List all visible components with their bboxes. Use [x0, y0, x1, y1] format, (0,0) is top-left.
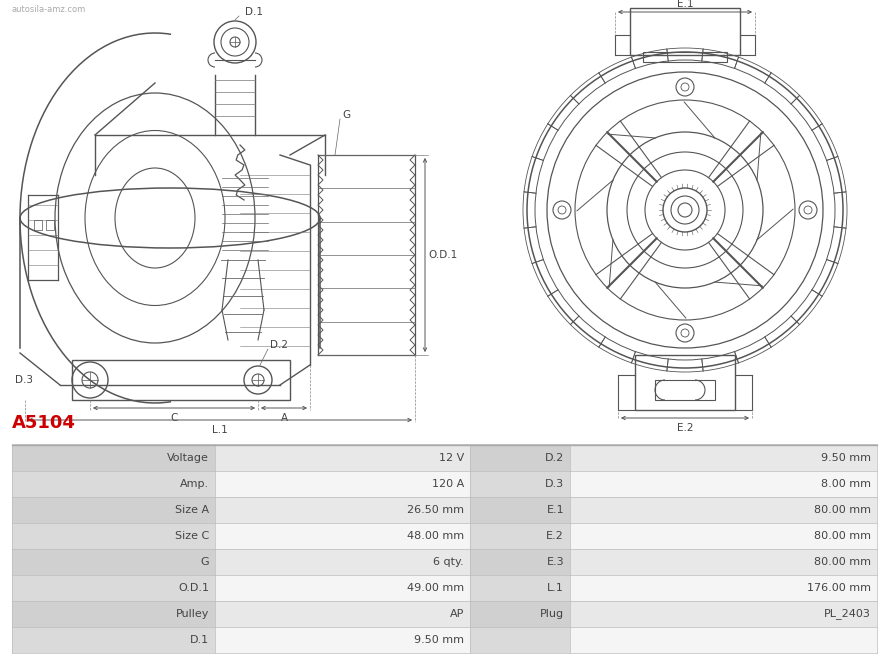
Bar: [570, 549, 877, 575]
Text: 80.00 mm: 80.00 mm: [814, 557, 871, 567]
Bar: [215, 523, 470, 549]
Bar: [215, 601, 470, 627]
Bar: [635, 355, 735, 410]
Bar: [655, 380, 715, 400]
Bar: [215, 471, 470, 497]
Text: 6 qty.: 6 qty.: [433, 557, 464, 567]
Text: Size A: Size A: [175, 505, 209, 515]
Bar: [570, 497, 877, 523]
Text: 176.00 mm: 176.00 mm: [807, 583, 871, 593]
Text: G: G: [200, 557, 209, 567]
Bar: [570, 575, 877, 601]
Text: E.2: E.2: [546, 531, 564, 541]
Text: E.1: E.1: [677, 0, 693, 9]
Text: 80.00 mm: 80.00 mm: [814, 505, 871, 515]
Bar: [12, 627, 215, 653]
Text: C: C: [171, 413, 178, 423]
Bar: [470, 497, 570, 523]
Bar: [72, 360, 290, 400]
Text: 80.00 mm: 80.00 mm: [814, 531, 871, 541]
Bar: [470, 445, 570, 471]
Text: E.3: E.3: [547, 557, 564, 567]
Text: L.1: L.1: [212, 425, 228, 435]
Bar: [12, 575, 215, 601]
Bar: [630, 8, 740, 55]
Bar: [570, 471, 877, 497]
Text: E.1: E.1: [547, 505, 564, 515]
Text: Plug: Plug: [540, 609, 564, 619]
Bar: [570, 601, 877, 627]
Text: 48.00 mm: 48.00 mm: [407, 531, 464, 541]
Bar: [12, 601, 215, 627]
Text: Size C: Size C: [175, 531, 209, 541]
Text: E.2: E.2: [677, 423, 693, 433]
Text: 9.50 mm: 9.50 mm: [414, 635, 464, 645]
Bar: [12, 523, 215, 549]
Bar: [470, 601, 570, 627]
Bar: [12, 549, 215, 575]
Text: D.1: D.1: [190, 635, 209, 645]
Bar: [570, 523, 877, 549]
Bar: [215, 575, 470, 601]
Bar: [215, 549, 470, 575]
Text: D.3: D.3: [15, 375, 33, 385]
Bar: [46, 220, 54, 230]
Bar: [570, 627, 877, 653]
Text: 120 A: 120 A: [432, 479, 464, 489]
Text: D.2: D.2: [270, 340, 288, 350]
Bar: [34, 220, 42, 230]
Text: D.2: D.2: [545, 453, 564, 463]
Bar: [215, 497, 470, 523]
Text: 49.00 mm: 49.00 mm: [407, 583, 464, 593]
Bar: [470, 471, 570, 497]
Bar: [215, 627, 470, 653]
Bar: [643, 52, 727, 62]
Text: O.D.1: O.D.1: [178, 583, 209, 593]
Bar: [12, 445, 215, 471]
Text: G: G: [342, 110, 350, 120]
Bar: [470, 627, 570, 653]
Bar: [12, 497, 215, 523]
Text: A: A: [280, 413, 287, 423]
Text: Amp.: Amp.: [180, 479, 209, 489]
Text: AP: AP: [450, 609, 464, 619]
Text: PL_2403: PL_2403: [824, 609, 871, 619]
Bar: [570, 445, 877, 471]
Text: autosila-amz.com: autosila-amz.com: [12, 5, 86, 14]
Text: 12 V: 12 V: [439, 453, 464, 463]
Bar: [470, 549, 570, 575]
Bar: [470, 575, 570, 601]
Text: 26.50 mm: 26.50 mm: [407, 505, 464, 515]
Text: 8.00 mm: 8.00 mm: [821, 479, 871, 489]
Text: Pulley: Pulley: [176, 609, 209, 619]
Text: A5104: A5104: [12, 414, 76, 432]
Bar: [470, 523, 570, 549]
Bar: [12, 471, 215, 497]
Text: D.1: D.1: [245, 7, 263, 17]
Text: L.1: L.1: [547, 583, 564, 593]
Text: Voltage: Voltage: [167, 453, 209, 463]
Text: O.D.1: O.D.1: [428, 250, 457, 260]
Text: D.3: D.3: [545, 479, 564, 489]
Text: 9.50 mm: 9.50 mm: [821, 453, 871, 463]
Bar: [215, 445, 470, 471]
